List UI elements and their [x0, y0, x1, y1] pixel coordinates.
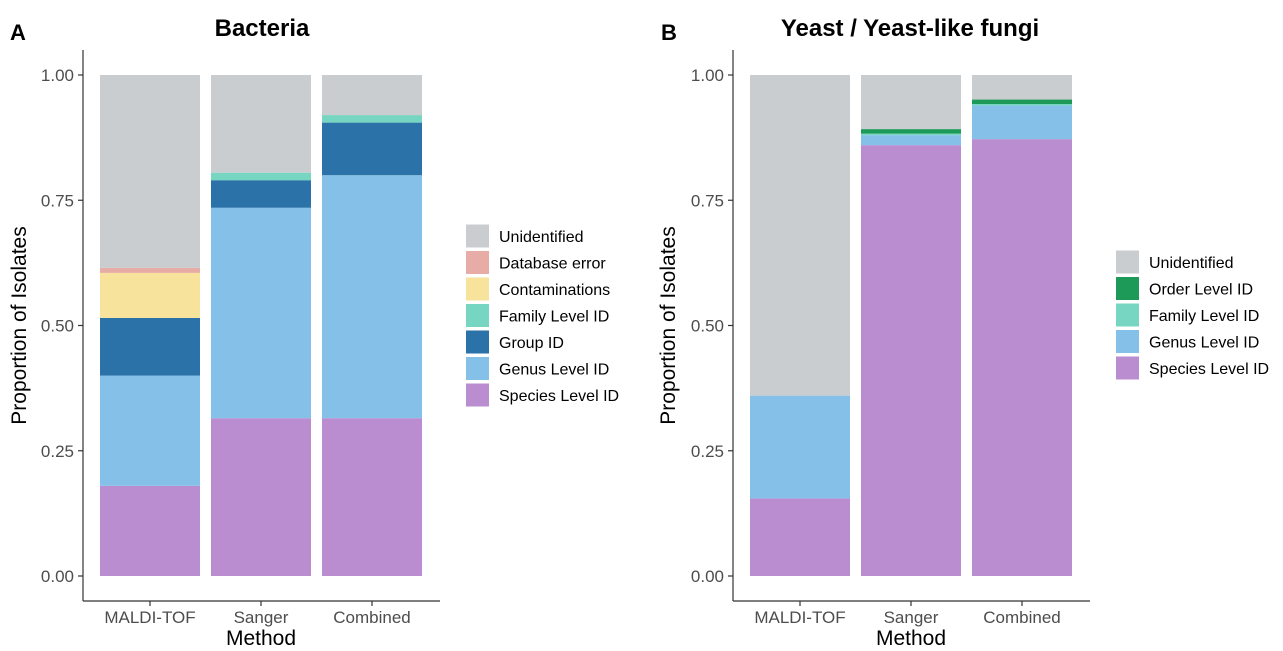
x-tick-label: MALDI-TOF	[754, 608, 845, 627]
legend-swatch	[466, 304, 489, 327]
legend-swatch	[1116, 330, 1139, 353]
y-tick-label: 0.50	[41, 317, 74, 336]
y-tick-label: 0.75	[691, 191, 724, 210]
y-axis-title: Proportion of Isolates	[8, 226, 31, 424]
bar-segment	[211, 172, 311, 181]
y-tick-label: 0.25	[41, 442, 74, 461]
legend-swatch	[1116, 250, 1139, 274]
legend-label: Genus Level ID	[499, 362, 609, 379]
legend-swatch	[1116, 303, 1139, 327]
bar-segment	[211, 207, 311, 419]
legend: Unidentified Order Level ID Family Level I…	[1116, 250, 1269, 380]
legend-label: Species Level ID	[499, 388, 619, 405]
y-axis-title: Proportion of Isolates	[657, 226, 680, 424]
x-tick-label: Sanger	[234, 608, 289, 627]
bar-segment	[972, 75, 1072, 100]
bar-segment	[861, 75, 961, 130]
legend-swatch	[1116, 356, 1139, 380]
legend-label: Family Level ID	[1149, 308, 1259, 325]
bar-segment	[861, 129, 961, 134]
legend-swatch	[466, 277, 489, 301]
legend-item: Unidentified	[466, 224, 584, 248]
x-tick-label: Combined	[983, 608, 1061, 627]
panel-b: B Yeast / Yeast-like fungi 0.00 0.25 0.50 0.7…	[657, 15, 1269, 650]
x-axis-title: Method	[876, 627, 946, 650]
x-tick-label: MALDI-TOF	[104, 608, 195, 627]
legend-item: Database error	[466, 251, 606, 274]
legend-item: Family Level ID	[466, 304, 609, 327]
y-tick-label: 1.00	[691, 66, 724, 85]
x-tick-label: Sanger	[884, 608, 939, 627]
bar-segment	[861, 135, 961, 146]
legend-swatch	[466, 330, 489, 354]
y-tick-label: 0.00	[41, 567, 74, 586]
x-axis-title: Method	[226, 627, 296, 650]
chart-title: Bacteria	[215, 15, 310, 42]
bar-segment	[322, 75, 422, 116]
bar-segment	[100, 272, 200, 318]
panel-a: A Bacteria 0.00 0.25 0.50 0.75 1.00 MALDI-TOF Sa…	[8, 15, 619, 650]
bar-segment	[972, 139, 1072, 577]
legend-item: Genus Level ID	[1116, 330, 1259, 353]
y-tick-label: 0.25	[691, 442, 724, 461]
bar-segment	[861, 145, 961, 576]
legend-item: Unidentified	[1116, 250, 1234, 274]
legend-label: Unidentified	[1149, 255, 1234, 272]
legend-label: Group ID	[499, 335, 564, 352]
legend-item: Family Level ID	[1116, 303, 1259, 327]
legend-swatch	[466, 251, 489, 274]
bars	[750, 75, 1072, 577]
legend-swatch	[466, 224, 489, 248]
legend-label: Species Level ID	[1149, 361, 1269, 378]
y-tick-label: 1.00	[41, 66, 74, 85]
bar-segment	[211, 180, 311, 208]
legend-item: Group ID	[466, 330, 564, 354]
bar-segment	[211, 418, 311, 576]
bar-segment	[750, 498, 850, 576]
bar-segment	[211, 75, 311, 173]
legend-item: Genus Level ID	[466, 357, 609, 380]
bar-segment	[322, 122, 422, 176]
bar-segment	[750, 75, 850, 396]
bar-segment	[972, 99, 1072, 105]
bar-segment	[322, 115, 422, 123]
legend-item: Species Level ID	[1116, 356, 1269, 380]
chart-title: Yeast / Yeast-like fungi	[781, 15, 1039, 42]
bar-segment	[100, 317, 200, 376]
legend-swatch	[466, 383, 489, 407]
legend-label: Database error	[499, 256, 606, 273]
y-tick-label: 0.00	[691, 567, 724, 586]
legend-label: Unidentified	[499, 229, 584, 246]
bar-segment	[100, 267, 200, 273]
legend-label: Contaminations	[499, 282, 610, 299]
legend-item: Species Level ID	[466, 383, 619, 407]
bar-segment	[100, 485, 200, 576]
bar-segment	[322, 418, 422, 576]
legend: Unidentified Database error Contaminations…	[466, 224, 619, 407]
panel-letter: A	[10, 20, 26, 45]
bars	[100, 75, 422, 576]
legend-label: Order Level ID	[1149, 282, 1253, 299]
bar-segment	[972, 104, 1072, 106]
bar-segment	[861, 133, 961, 136]
legend-item: Order Level ID	[1116, 277, 1253, 300]
legend-label: Genus Level ID	[1149, 335, 1259, 352]
bar-segment	[100, 75, 200, 268]
legend-swatch	[466, 357, 489, 380]
x-tick-label: Combined	[333, 608, 411, 627]
legend-swatch	[1116, 277, 1139, 300]
bar-segment	[972, 105, 1072, 140]
y-tick-label: 0.75	[41, 191, 74, 210]
legend-label: Family Level ID	[499, 309, 609, 326]
panel-letter: B	[661, 20, 677, 45]
bar-segment	[322, 175, 422, 419]
bar-segment	[100, 375, 200, 486]
bar-segment	[750, 395, 850, 499]
y-tick-label: 0.50	[691, 317, 724, 336]
legend-item: Contaminations	[466, 277, 610, 301]
